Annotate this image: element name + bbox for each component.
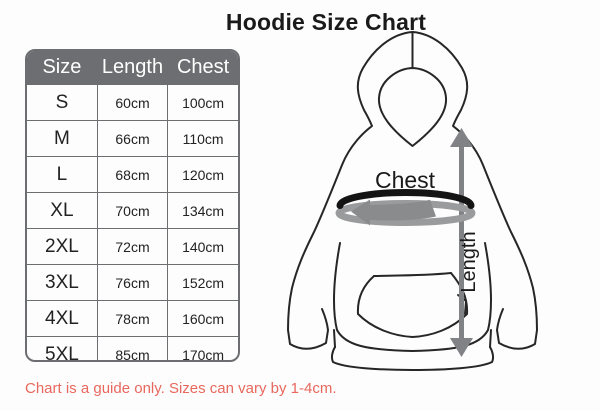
svg-text:Chest: Chest	[375, 167, 436, 193]
svg-text:Length: Length	[458, 231, 480, 292]
